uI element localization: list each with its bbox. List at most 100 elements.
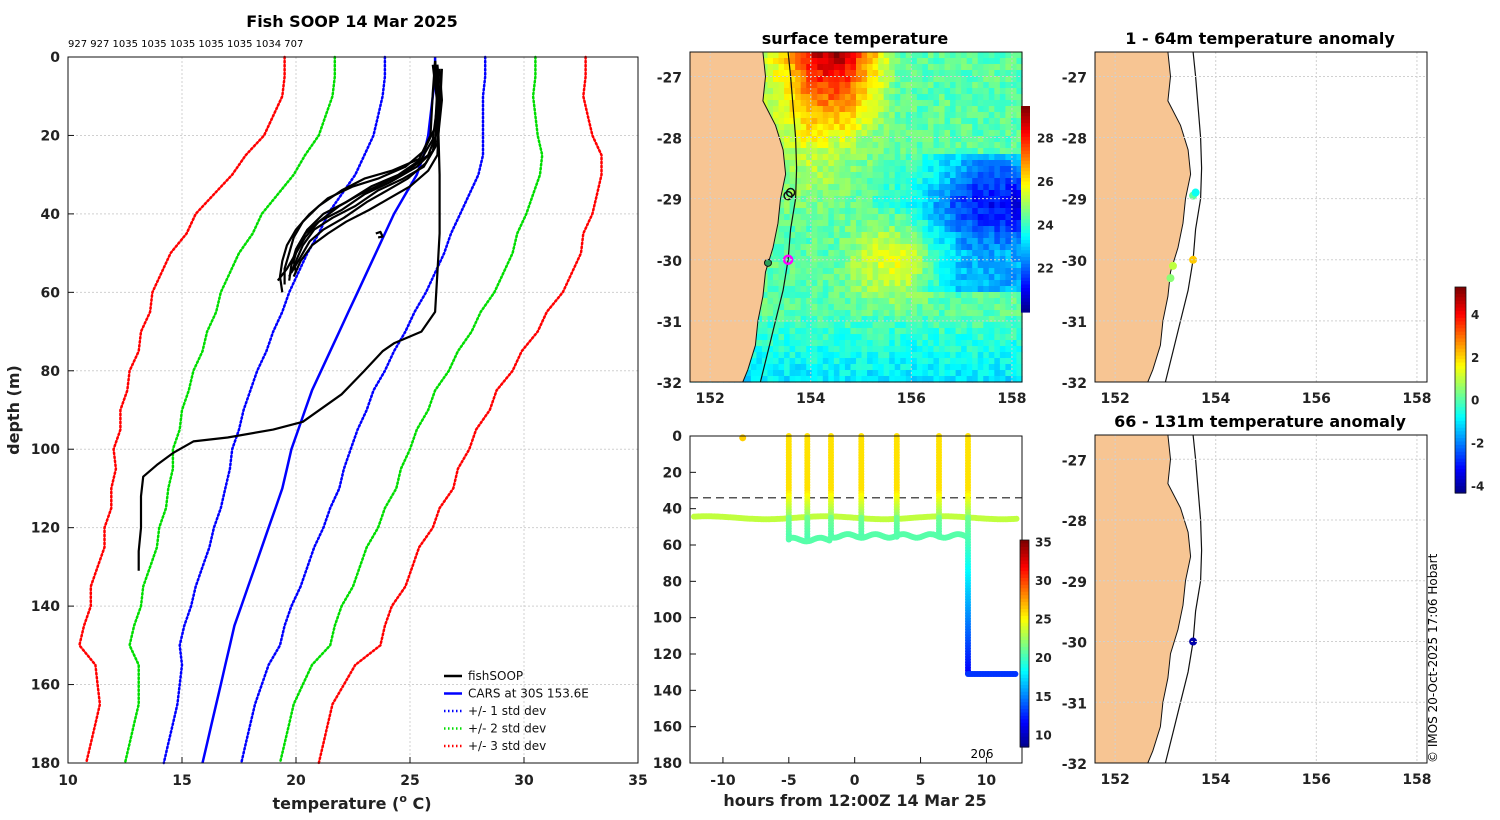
sst-cell [867,136,874,143]
sst-cell [972,322,979,329]
sst-cell [811,370,818,377]
sst-cell [833,154,840,161]
sst-cell [778,310,785,317]
sst-cell [767,358,774,365]
sst-cell [955,142,962,149]
sst-cell [784,304,791,311]
sst-cell [861,250,868,257]
sst-cell [795,328,802,335]
sst-cell [916,280,923,287]
sst-cell [994,130,1001,137]
sst-cell [889,316,896,323]
timeseries-ytick-label: 20 [663,465,683,481]
sst-cell [872,238,879,245]
sst-cell [961,178,968,185]
sst-cell [900,142,907,149]
sst-cell [833,148,840,155]
sst-cell [850,136,857,143]
sst-cell [916,118,923,125]
timeseries-colorbar-cell [1020,671,1029,676]
sst-cell [961,262,968,269]
sst-cell [878,190,885,197]
profile-xlabel-sup: o [399,792,407,805]
sst-cell [839,82,846,89]
sst-cell [905,238,912,245]
sst-cell [811,328,818,335]
sst-cell [861,154,868,161]
timeseries-colorbar-cell [1020,678,1029,683]
sst-cell [1010,226,1018,233]
sst-cell [878,322,885,329]
sst-cell [1010,184,1018,191]
sst-cell [806,358,813,365]
sst-cell [784,136,791,143]
sst-cell [811,298,818,305]
sst-cell [1016,316,1023,323]
sst-cell [784,118,791,125]
anomaly-colorbar-cell [1455,321,1466,326]
sst-cell [817,268,824,275]
sst-cell [767,298,774,305]
sst-cell [1010,130,1018,137]
sst-cell [922,322,929,329]
sst-cell [778,238,785,245]
sst-cell [911,148,918,155]
sst-cell [811,190,818,197]
sst-cell [839,334,846,341]
sst-cell [817,52,824,59]
sst-cell [999,340,1006,347]
sst-cell [817,352,824,359]
anom2-xtick-label: 154 [1201,772,1230,788]
sst-cell [761,286,769,293]
sst-cell [839,178,846,185]
sst-cell [800,94,807,101]
sst-cell [883,172,890,179]
sst-cell [878,364,885,371]
sst-cell [905,274,912,281]
sst-cell [778,136,785,143]
sst-cell [999,232,1006,239]
sst-cell [800,202,807,209]
sst-cell [789,244,796,251]
sst-cell [994,154,1001,161]
timeseries-point [1013,515,1020,522]
sst-cell [916,370,923,377]
sst-cell [927,262,935,269]
sst-cell [811,148,818,155]
sst-cell [955,190,962,197]
sst-cell [800,334,807,341]
timeseries-xtick-label: 5 [916,773,926,789]
sst-cell [927,64,935,71]
sst-xtick-label: 156 [897,391,926,407]
sst-cell [950,52,957,59]
sst-cell [789,58,796,65]
sst-cell [828,70,835,77]
sst-cell [944,250,951,257]
sst-cell [911,292,918,299]
sst-cell [933,262,940,269]
sst-cell [927,340,935,347]
sst-cell [778,118,785,125]
sst-cell [883,274,890,281]
sst-cell [778,124,785,131]
sst-cell [905,190,912,197]
anomaly-colorbar-cell [1455,297,1466,302]
sst-cell [966,58,973,65]
sst-cell [983,316,990,323]
sst-cell [922,64,929,71]
sst-cell [784,340,791,347]
sst-cell [977,100,984,107]
sst-cell [966,256,973,263]
sst-cell [994,340,1001,347]
sst-cell [955,118,962,125]
anomaly-colorbar-cell [1455,403,1466,408]
sst-cell [833,58,840,65]
sst-cell [933,160,940,167]
anomaly-colorbar-cell [1455,369,1466,374]
sst-cell [933,118,940,125]
sst-cell [878,310,885,317]
sst-cell [922,70,929,77]
sst-cell [950,64,957,71]
sst-cell [988,166,995,173]
sst-cell [889,184,896,191]
